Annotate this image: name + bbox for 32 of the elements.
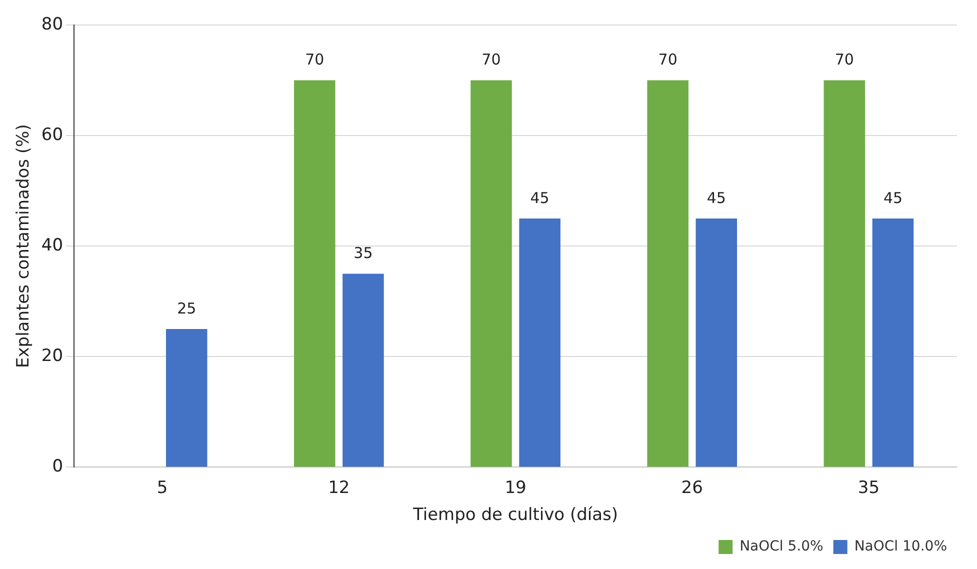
- bar: [647, 80, 688, 467]
- y-tick-label: 20: [41, 346, 64, 366]
- x-tick-label: 35: [858, 478, 880, 498]
- bar: [294, 80, 336, 467]
- y-tick-label: 60: [41, 124, 64, 145]
- data-label: 45: [883, 188, 903, 207]
- data-label: 70: [305, 50, 324, 69]
- data-label: 70: [658, 50, 678, 69]
- y-tick-label: 80: [41, 14, 64, 34]
- bar: [696, 218, 738, 467]
- x-tick-label: 5: [156, 478, 168, 498]
- data-label: 70: [482, 50, 501, 69]
- x-tick-label: 12: [328, 478, 350, 498]
- data-label: 45: [706, 188, 726, 207]
- y-axis-title: Explantes contaminados (%): [14, 124, 34, 368]
- bar: [166, 329, 208, 467]
- bar: [824, 80, 866, 467]
- y-tick-label: 40: [41, 236, 64, 256]
- data-label: 70: [834, 50, 854, 69]
- bar: [342, 274, 384, 467]
- x-tick-label: 19: [504, 478, 526, 498]
- data-label: 25: [177, 299, 196, 318]
- y-tick-label: 0: [52, 456, 64, 477]
- data-label: 45: [530, 188, 550, 207]
- bar: [872, 218, 914, 467]
- bar: [470, 80, 512, 467]
- x-tick-label: 26: [681, 478, 703, 498]
- bar: [519, 218, 560, 467]
- data-label: 35: [354, 244, 373, 262]
- legend-label: NaOCl 5.0%: [740, 538, 824, 555]
- x-axis-title: Tiempo de cultivo (días): [412, 505, 618, 526]
- legend-label: NaOCl 10.0%: [854, 538, 948, 555]
